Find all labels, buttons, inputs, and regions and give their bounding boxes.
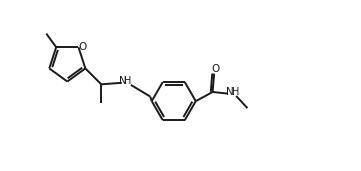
Text: N: N — [119, 76, 127, 86]
Text: H: H — [231, 87, 239, 97]
Text: O: O — [78, 42, 86, 52]
Text: H: H — [123, 76, 131, 86]
Text: N: N — [226, 87, 234, 97]
Text: O: O — [212, 64, 220, 74]
